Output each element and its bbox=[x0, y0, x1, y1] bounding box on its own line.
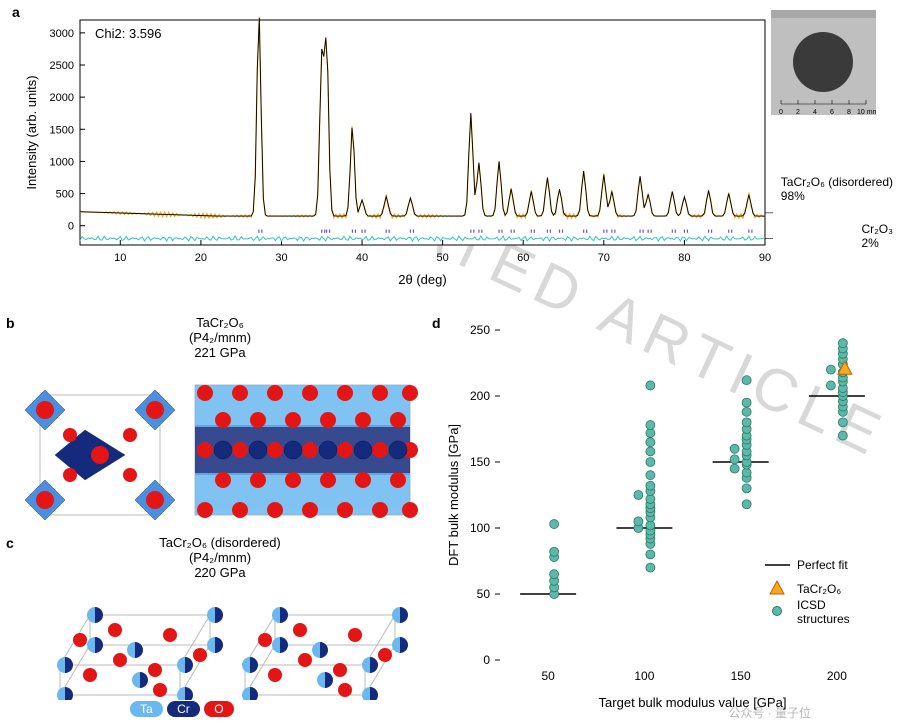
panel-b-title3: 221 GPa bbox=[20, 345, 420, 360]
svg-text:2θ (deg): 2θ (deg) bbox=[398, 272, 446, 287]
sample-photo-inset: 0 2 4 6 8 10 mm bbox=[771, 10, 876, 125]
svg-text:250: 250 bbox=[470, 323, 490, 337]
svg-text:Target bulk modulus value [GPa: Target bulk modulus value [GPa] bbox=[599, 695, 787, 710]
svg-text:50: 50 bbox=[541, 669, 555, 683]
svg-text:150: 150 bbox=[470, 455, 490, 469]
svg-text:ICSD: ICSD bbox=[797, 598, 826, 612]
svg-text:40: 40 bbox=[356, 252, 368, 264]
svg-text:30: 30 bbox=[275, 252, 287, 264]
svg-text:100: 100 bbox=[634, 669, 654, 683]
svg-text:1000: 1000 bbox=[50, 156, 74, 168]
svg-text:500: 500 bbox=[56, 189, 74, 201]
panel-c-label: c bbox=[6, 535, 14, 551]
panel-c-structure bbox=[20, 590, 420, 700]
svg-text:80: 80 bbox=[678, 252, 690, 264]
svg-text:10: 10 bbox=[114, 252, 126, 264]
scatter-chart: 0 50 100 150 200 250 50 100 150 200 Target bulk mo… bbox=[440, 315, 900, 715]
panel-c-title: TaCr₂O₆ (disordered) (P4₂/mnm) 220 GPa bbox=[20, 535, 420, 580]
phase1-label: TaCr₂O₆ (disordered) bbox=[781, 175, 893, 189]
svg-text:3000: 3000 bbox=[50, 28, 74, 40]
svg-text:60: 60 bbox=[517, 252, 529, 264]
svg-text:DFT bulk modulus [GPa]: DFT bulk modulus [GPa] bbox=[446, 424, 461, 566]
svg-text:2000: 2000 bbox=[50, 92, 74, 104]
svg-text:50: 50 bbox=[477, 587, 491, 601]
legend-o: O bbox=[204, 701, 233, 717]
panel-b-title2: (P4₂/mnm) bbox=[20, 330, 420, 345]
phase1-pct: 98% bbox=[781, 189, 893, 203]
phase1-block: TaCr₂O₆ (disordered) 98% bbox=[781, 175, 893, 204]
svg-text:20: 20 bbox=[195, 252, 207, 264]
svg-text:structures: structures bbox=[797, 612, 850, 626]
svg-text:100: 100 bbox=[470, 521, 490, 535]
phase2-label: Cr₂O₃ bbox=[861, 222, 893, 236]
atom-legend: Ta Cr O bbox=[130, 700, 234, 718]
legend-ta: Ta bbox=[130, 701, 163, 717]
phase2-block: Cr₂O₃ 2% bbox=[861, 222, 893, 251]
panel-c-title1: TaCr₂O₆ (disordered) bbox=[20, 535, 420, 550]
svg-text:TaCr₂O₆: TaCr₂O₆ bbox=[797, 582, 841, 596]
svg-text:70: 70 bbox=[598, 252, 610, 264]
svg-text:0: 0 bbox=[68, 221, 74, 233]
svg-text:150: 150 bbox=[731, 669, 751, 683]
svg-text:0: 0 bbox=[779, 109, 783, 116]
panel-b-title1: TaCr₂O₆ bbox=[20, 315, 420, 330]
svg-text:Chi2: 3.596: Chi2: 3.596 bbox=[95, 26, 162, 41]
svg-text:200: 200 bbox=[827, 669, 847, 683]
panel-b-structure bbox=[20, 370, 420, 530]
panel-b-title: TaCr₂O₆ (P4₂/mnm) 221 GPa bbox=[20, 315, 420, 360]
svg-text:4: 4 bbox=[813, 109, 817, 116]
svg-text:1500: 1500 bbox=[50, 124, 74, 136]
xrd-chart: 0 500 1000 1500 2000 2500 3000 10 20 30 40 50 60 70 80… bbox=[20, 10, 780, 290]
svg-text:2500: 2500 bbox=[50, 60, 74, 72]
panel-c-title2: (P4₂/mnm) bbox=[20, 550, 420, 565]
svg-text:50: 50 bbox=[437, 252, 449, 264]
panel-c-title3: 220 GPa bbox=[20, 565, 420, 580]
svg-text:6: 6 bbox=[830, 109, 834, 116]
phase2-pct: 2% bbox=[861, 236, 893, 250]
svg-text:Perfect fit: Perfect fit bbox=[797, 558, 848, 572]
svg-text:8: 8 bbox=[847, 109, 851, 116]
svg-text:Intensity (arb. units): Intensity (arb. units) bbox=[24, 75, 39, 189]
svg-text:2: 2 bbox=[796, 109, 800, 116]
svg-text:90: 90 bbox=[759, 252, 771, 264]
svg-text:0: 0 bbox=[483, 653, 490, 667]
panel-a-label: a bbox=[12, 4, 20, 20]
svg-text:200: 200 bbox=[470, 389, 490, 403]
panel-b-label: b bbox=[6, 315, 15, 331]
svg-text:10 mm: 10 mm bbox=[857, 109, 876, 116]
legend-cr: Cr bbox=[167, 701, 200, 717]
